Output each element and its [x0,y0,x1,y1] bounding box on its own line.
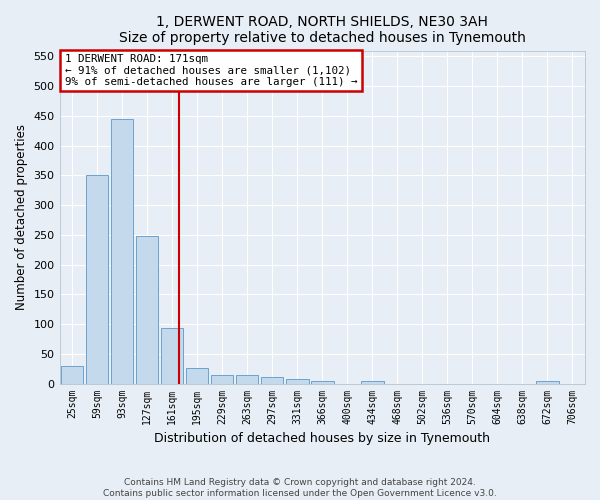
Bar [211,374,233,384]
Bar [111,119,133,384]
Bar [361,380,383,384]
Bar [61,366,83,384]
Bar [236,375,259,384]
Text: Contains HM Land Registry data © Crown copyright and database right 2024.
Contai: Contains HM Land Registry data © Crown c… [103,478,497,498]
Bar [136,236,158,384]
X-axis label: Distribution of detached houses by size in Tynemouth: Distribution of detached houses by size … [154,432,490,445]
Bar [261,377,283,384]
Bar [536,380,559,384]
Bar [86,176,109,384]
Text: 1 DERWENT ROAD: 171sqm
← 91% of detached houses are smaller (1,102)
9% of semi-d: 1 DERWENT ROAD: 171sqm ← 91% of detached… [65,54,357,87]
Title: 1, DERWENT ROAD, NORTH SHIELDS, NE30 3AH
Size of property relative to detached h: 1, DERWENT ROAD, NORTH SHIELDS, NE30 3AH… [119,15,526,45]
Bar [161,328,184,384]
Bar [311,380,334,384]
Y-axis label: Number of detached properties: Number of detached properties [15,124,28,310]
Bar [286,380,308,384]
Bar [186,368,208,384]
